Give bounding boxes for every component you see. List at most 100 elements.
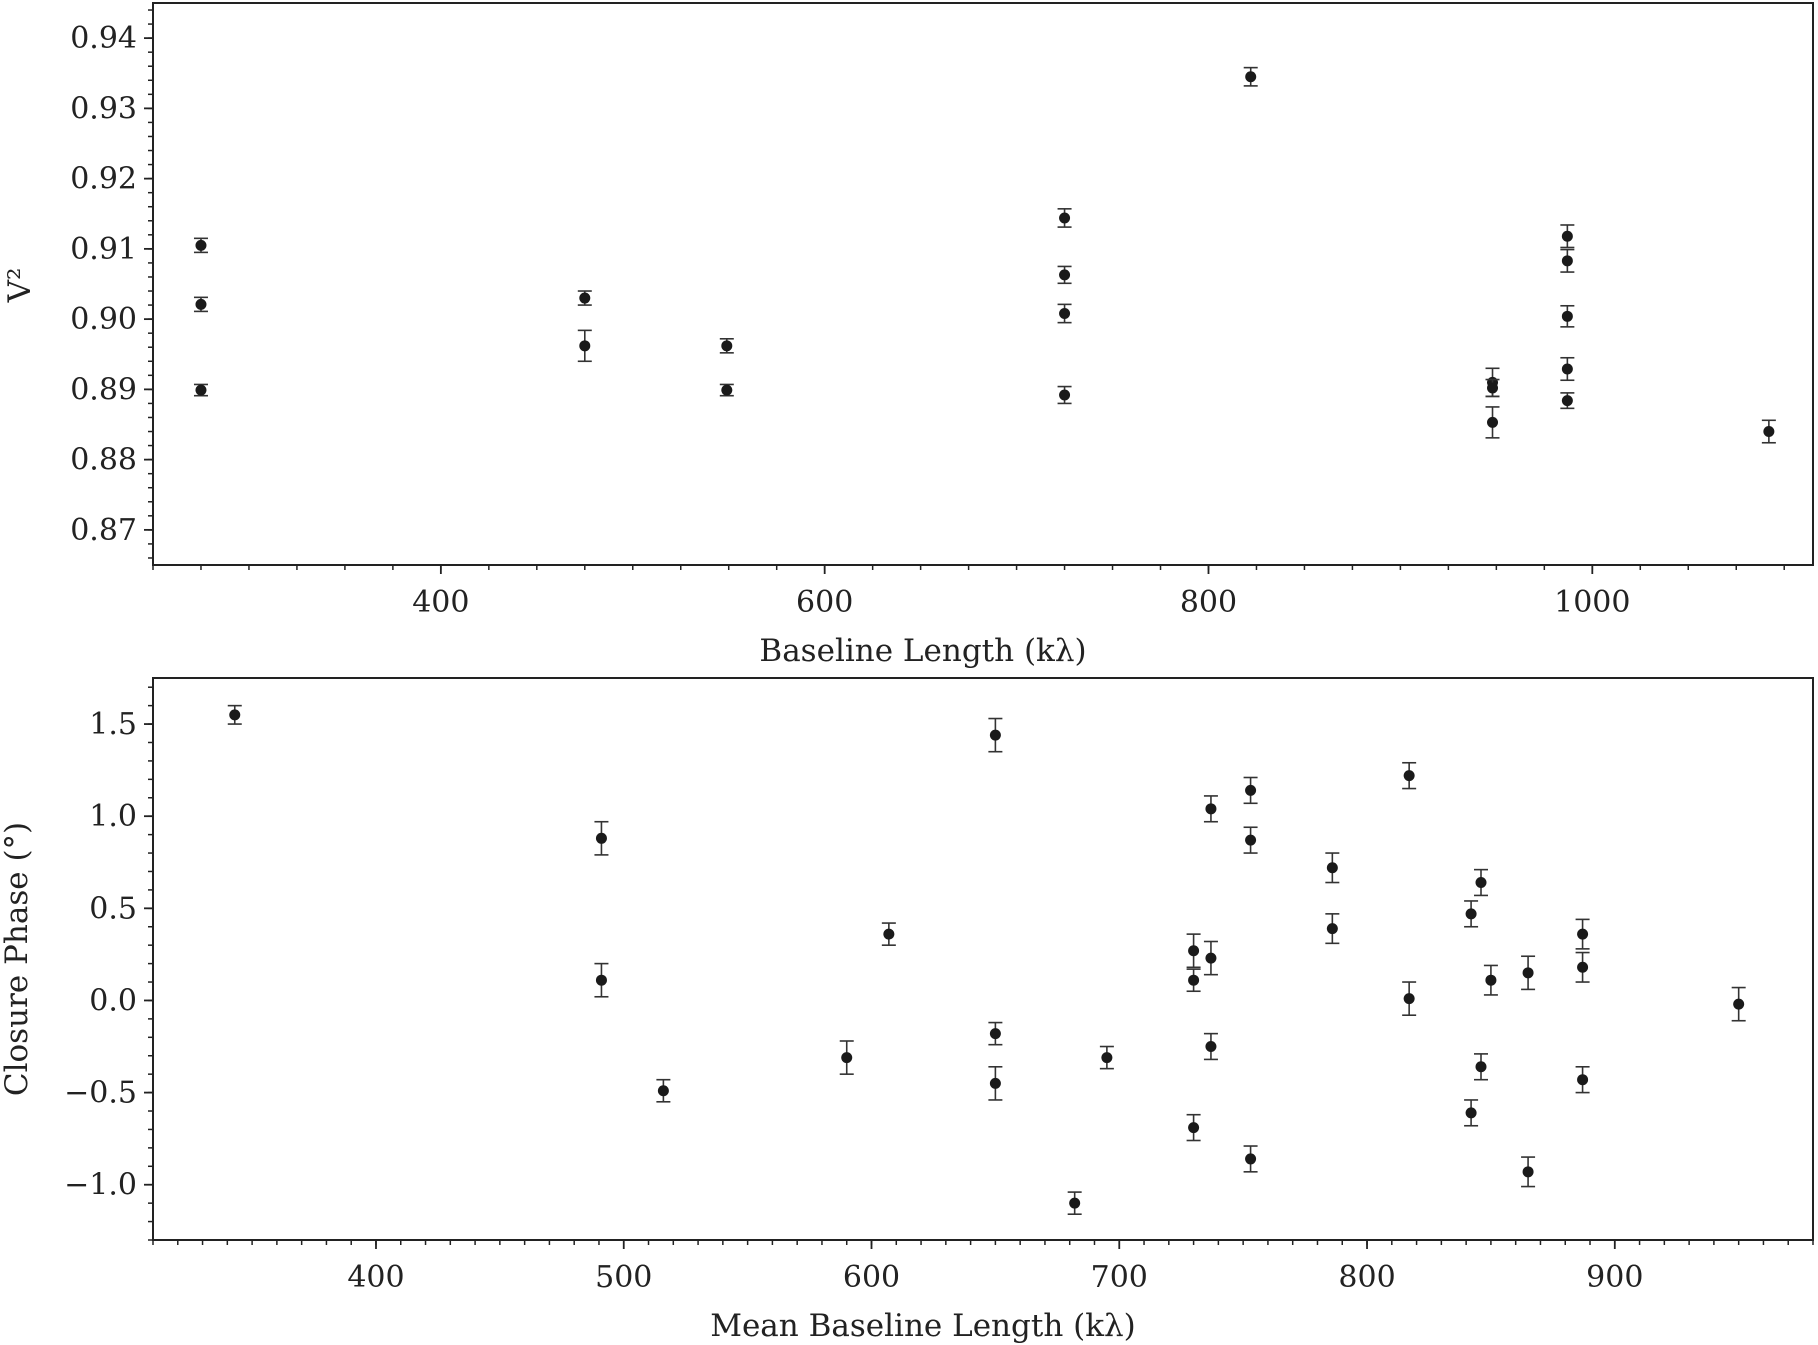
- p0-data-point: [193, 296, 208, 313]
- p1-marker: [1205, 1041, 1217, 1053]
- p0-data-point: [1057, 208, 1072, 228]
- p1-marker: [1522, 967, 1534, 979]
- p0-marker: [195, 384, 207, 396]
- p1-marker: [1577, 928, 1589, 940]
- p0-y-tick-label: 0.90: [70, 302, 137, 337]
- p0-x-tick-label: 400: [412, 585, 469, 620]
- p0-x-axis-title: Baseline Length (kλ): [759, 633, 1086, 669]
- p0-marker: [1059, 269, 1071, 281]
- p1-data-point: [594, 962, 609, 998]
- p0-marker: [1561, 310, 1573, 322]
- p0-data-point: [577, 329, 592, 363]
- p1-x-tick-label: 700: [1091, 1260, 1148, 1295]
- p0-plot-frame: [152, 2, 1814, 566]
- p1-data-point: [1186, 1113, 1201, 1142]
- p1-data-point: [1402, 761, 1417, 790]
- p1-x-tick-label: 600: [843, 1260, 900, 1295]
- p0-data-point: [577, 290, 592, 306]
- p0-marker: [579, 292, 591, 304]
- p1-data-point: [1203, 795, 1218, 823]
- p0-data-point: [1057, 265, 1072, 285]
- p1-x-tick-label: 900: [1586, 1260, 1643, 1295]
- p0-y-tick-label: 0.88: [70, 443, 137, 478]
- p0-marker: [1561, 230, 1573, 242]
- p0-marker: [579, 340, 591, 352]
- p1-marker: [841, 1052, 853, 1064]
- p0-data-point: [719, 337, 734, 354]
- p0-data-point: [719, 383, 734, 397]
- p0-marker: [1059, 389, 1071, 401]
- p1-data-point: [881, 922, 896, 946]
- p1-marker: [657, 1085, 669, 1097]
- p1-data-point: [1186, 933, 1201, 969]
- p1-data-point: [1203, 940, 1218, 976]
- p1-marker: [1403, 770, 1415, 782]
- p1-marker: [989, 1077, 1001, 1089]
- panel-closure-phase: 400 500 600 700 800 900 1.5 1.0 0.5 0.0 −0.5 −1.0 Me…: [0, 677, 1814, 1344]
- p1-marker: [1205, 803, 1217, 815]
- p1-x-tick-label: 500: [595, 1260, 652, 1295]
- p1-plot-frame: [152, 677, 1814, 1241]
- p0-x-tick-label: 600: [796, 585, 853, 620]
- p1-marker: [1245, 834, 1257, 846]
- p1-y-axis-title: Closure Phase (°): [0, 822, 35, 1096]
- p1-marker: [1522, 1166, 1534, 1178]
- p1-data-point: [1464, 1099, 1479, 1127]
- p0-y-tick-label: 0.87: [70, 513, 137, 548]
- p0-marker: [1487, 382, 1499, 394]
- p0-marker: [195, 298, 207, 310]
- p1-marker: [1069, 1197, 1081, 1209]
- p1-data-point: [1325, 852, 1340, 884]
- p1-data-point: [1402, 981, 1417, 1017]
- p1-marker: [1326, 862, 1338, 874]
- p1-data-point: [1243, 1145, 1258, 1173]
- p1-data-point: [656, 1078, 671, 1103]
- p1-y-tick-label: 0.5: [89, 891, 137, 926]
- p0-marker: [1561, 395, 1573, 407]
- p0-y-tick-label: 0.94: [70, 21, 137, 56]
- p1-data-point: [1575, 918, 1590, 950]
- p0-x-tick-label: 800: [1180, 585, 1237, 620]
- p1-data-point: [1203, 1032, 1218, 1061]
- p1-data-point: [839, 1040, 854, 1075]
- p1-data-point: [594, 820, 609, 856]
- p1-x-axis-title: Mean Baseline Length (kλ): [710, 1308, 1136, 1344]
- p0-data-point: [1560, 304, 1575, 328]
- p1-data-point: [988, 1021, 1003, 1046]
- p1-marker: [595, 974, 607, 986]
- p0-y-axis-title: V²: [2, 268, 38, 304]
- p0-marker: [1059, 308, 1071, 320]
- p0-data-point: [1560, 248, 1575, 273]
- p0-x-tick-label: 1000: [1554, 585, 1630, 620]
- p0-data-point: [1560, 392, 1575, 410]
- p0-data-point: [1057, 303, 1072, 324]
- p1-data-point: [1243, 776, 1258, 805]
- p0-data-point: [193, 237, 208, 254]
- p0-marker: [721, 340, 733, 352]
- p1-marker: [1403, 993, 1415, 1005]
- p0-data-point: [1485, 406, 1500, 439]
- p0-data-point: [1057, 385, 1072, 405]
- p1-marker: [1188, 945, 1200, 957]
- p1-marker: [1485, 974, 1497, 986]
- p1-data-point: [1067, 1191, 1082, 1216]
- p0-marker: [1245, 71, 1257, 83]
- p0-data-point: [1485, 378, 1500, 398]
- p1-data-point: [1243, 826, 1258, 854]
- p0-y-tick-label: 0.89: [70, 372, 137, 407]
- p0-marker: [1561, 363, 1573, 375]
- p1-marker: [1245, 1153, 1257, 1165]
- p1-marker: [1188, 974, 1200, 986]
- p0-data-point: [1560, 356, 1575, 382]
- panel-visibility-squared: 400 600 800 1000 0.87 0.88 0.89 0.90 0.91 0.92 0.9…: [2, 2, 1814, 669]
- p1-x-tick-label: 400: [347, 1260, 404, 1295]
- p1-data-point: [227, 704, 242, 725]
- p1-data-point: [1474, 868, 1488, 897]
- p1-data-point: [1186, 968, 1201, 993]
- p1-marker: [229, 709, 241, 721]
- p0-data-point: [1560, 224, 1575, 249]
- p0-y-tick-label: 0.91: [70, 232, 137, 267]
- p1-data-point: [1521, 955, 1536, 991]
- p1-y-tick-label: −0.5: [64, 1076, 137, 1111]
